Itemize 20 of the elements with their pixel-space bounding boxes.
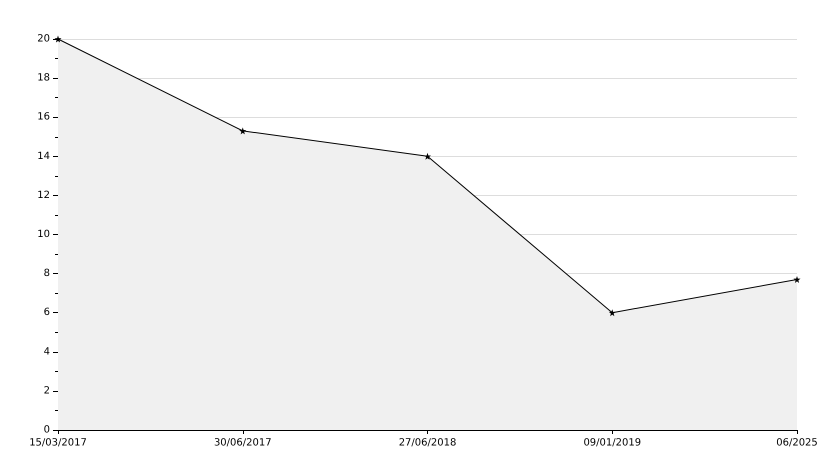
y-tick-label: 0 [44,424,50,436]
x-tick-label: 27/06/2018 [398,438,456,448]
x-tick-label: 30/06/2017 [214,438,272,448]
point [424,152,431,160]
point [608,309,616,316]
y-tick-label: 20 [37,34,50,44]
y-tick-label: 14 [37,150,50,162]
y-tick-label: 16 [37,112,50,123]
y-tick-label: 12 [37,190,50,201]
y-tick-label: 2 [44,385,50,396]
y-tick-label: 18 [37,72,50,84]
point [794,276,800,283]
point [239,127,246,134]
y-tick-label: 4 [44,346,50,358]
x-tick-label: 06/2025 [776,438,818,448]
y-tick-label: 10 [37,229,50,240]
y-tick-label: 8 [44,268,50,280]
y-tick-label: 6 [44,307,50,318]
x-tick-label: 15/03/2017 [29,438,87,448]
x-tick-label: 09/01/2019 [583,438,642,448]
